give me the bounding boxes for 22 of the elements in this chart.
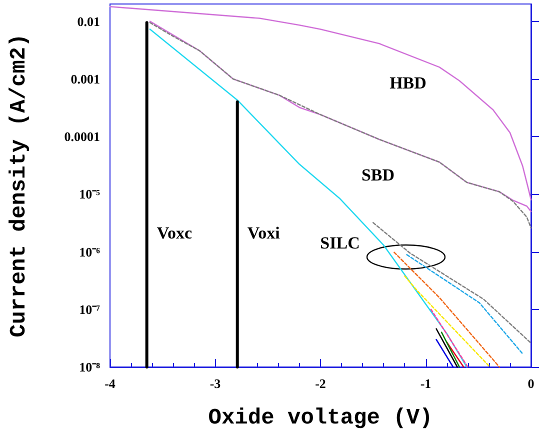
series-label: Voxi — [247, 224, 280, 242]
x-tick-label: -3 — [210, 376, 222, 391]
y-tick-label: 0.0001 — [64, 129, 100, 144]
annotation: HBD — [390, 74, 426, 92]
y-tick-label: 10⁻⁶ — [79, 244, 100, 260]
y-tick-label: 10⁻⁸ — [79, 360, 100, 374]
y-tick-label: 0.001 — [70, 71, 100, 86]
x-tick-label: 0 — [528, 376, 534, 391]
line-series — [149, 28, 468, 368]
y-axis-title: Current density (A/cm2) — [6, 34, 32, 338]
series-label: Voxc — [156, 224, 193, 242]
x-tick-label: -1 — [420, 376, 432, 391]
line-series — [109, 6, 532, 200]
y-tick-label: 10⁻⁵ — [79, 186, 100, 202]
line-series — [372, 222, 532, 344]
x-tick-label: -4 — [104, 376, 116, 391]
y-tick-label: 0.01 — [77, 14, 100, 29]
x-tick-label: -2 — [315, 376, 326, 391]
x-axis-title: Oxide voltage (V) — [208, 406, 433, 430]
annotation: SBD — [361, 166, 395, 184]
annotation: SILC — [320, 234, 360, 252]
y-tick-label: 10⁻⁷ — [79, 302, 100, 317]
